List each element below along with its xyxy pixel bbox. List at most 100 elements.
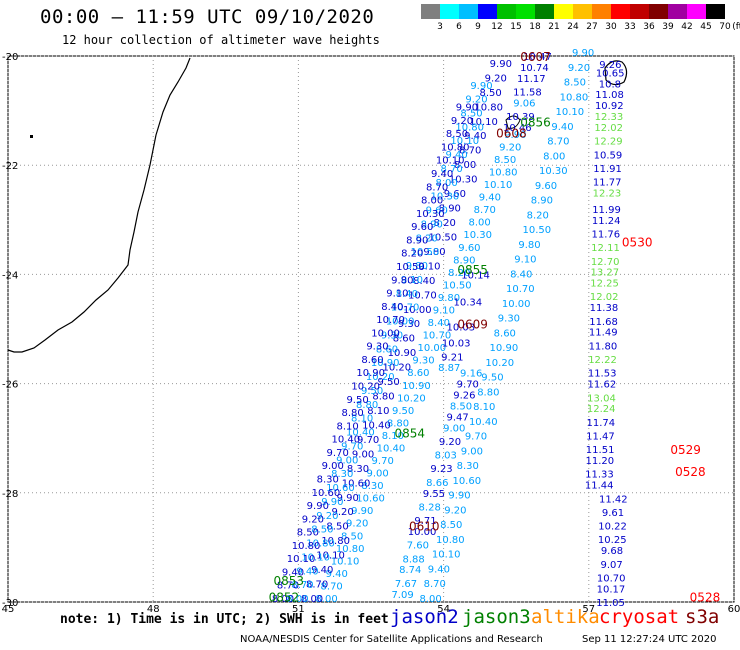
wave-height-value: 8.03: [435, 451, 457, 462]
track-value: 9.70: [327, 448, 349, 459]
track-value: 10.10: [469, 117, 498, 128]
track-value: 8.30: [331, 469, 353, 480]
track-value: 10.40: [332, 435, 361, 446]
wave-height-value: 11.91: [593, 164, 622, 175]
coastline-madagascar: [7, 57, 191, 353]
legend-swatch: [497, 4, 516, 19]
wave-height-value: 11.38: [590, 303, 619, 314]
wave-height-value: 12.22: [588, 355, 617, 366]
legend-swatch: [649, 4, 668, 19]
wave-height-value: 10.59: [594, 150, 623, 161]
track-value: 9.60: [411, 222, 433, 233]
track-value: 8.90: [439, 204, 461, 215]
track-value: 8.90: [453, 255, 475, 266]
track-value: 9.40: [551, 122, 573, 133]
track-value: 10.20: [397, 393, 426, 404]
track-value: 10.10: [450, 136, 479, 147]
wave-height-value: 10.17: [597, 584, 626, 595]
wave-height-value: 10.00: [408, 527, 437, 538]
wave-height-value: 9.71: [414, 516, 436, 527]
track-value: 8.50: [460, 109, 482, 120]
pass-time-label: 0855: [457, 263, 488, 277]
track-value: 8.20: [434, 218, 456, 229]
track-value: 9.20: [346, 519, 368, 530]
track-value: 8.70: [440, 164, 462, 175]
track-value: 8.00: [436, 178, 458, 189]
legend-label: 45: [700, 22, 712, 32]
wave-height-value: 9.16: [460, 369, 482, 380]
track-value: 8.70: [321, 581, 343, 592]
legend-label: 70: [719, 22, 731, 32]
track-value: 10.30: [416, 209, 445, 220]
footer-credit: NOAA/NESDIS Center for Satellite Applica…: [240, 634, 543, 645]
wave-height-value: 11.77: [593, 178, 622, 189]
wave-height-value: 7.09: [391, 590, 413, 601]
track-value: 9.60: [426, 206, 448, 217]
track-value: 8.70: [277, 581, 299, 592]
track-value: 9.10: [418, 261, 440, 272]
track-value: 9.90: [448, 491, 470, 502]
track-value: 10.20: [485, 358, 514, 369]
lat-tick-label: -20: [2, 52, 18, 63]
track-value: 8.60: [407, 368, 429, 379]
wave-height-value: 11.42: [599, 494, 628, 505]
wave-height-value: 9.61: [602, 508, 624, 519]
track-value: 9.00: [461, 446, 483, 457]
track-value: 8.60: [376, 344, 398, 355]
track-value: 8.00: [315, 594, 337, 605]
wave-height-value: 11.68: [589, 317, 618, 328]
map-grid: [7, 55, 735, 603]
track-value: 9.50: [377, 377, 399, 388]
wave-height-value: 10.8: [599, 79, 621, 90]
wave-height-value: 10.14: [461, 270, 490, 281]
wave-height-value: 10.39: [506, 112, 535, 123]
track-value: 10.80: [306, 539, 335, 550]
lon-tick-label: 60: [728, 604, 740, 615]
wave-height-value: 9.55: [423, 489, 445, 500]
track-value: 10.10: [484, 180, 513, 191]
legend-s3a: s3a: [685, 606, 720, 628]
wave-height-value: 9.47: [447, 412, 469, 423]
track-value: 8.50: [341, 531, 363, 542]
wave-height-value: 12.70: [591, 257, 620, 268]
wave-height-value: 12.11: [591, 243, 620, 254]
track-value: 10.80: [292, 541, 321, 552]
legend-label: 42: [681, 22, 693, 32]
track-value: 9.50: [361, 386, 383, 397]
lon-tick-label: 54: [437, 604, 450, 615]
track-value: 10.90: [371, 358, 400, 369]
pass-time-label: 0608: [496, 126, 527, 140]
track-value: 8.70: [306, 580, 328, 591]
wave-height-value: 9.06: [513, 98, 535, 109]
wave-height-value: 11.49: [589, 328, 618, 339]
track-value: 10.10: [432, 550, 461, 561]
wave-height-value: 10.74: [520, 63, 549, 74]
track-value: 10.10: [301, 552, 330, 563]
track-value: 9.40: [311, 565, 333, 576]
wave-height-value: 11.44: [585, 481, 614, 492]
wave-height-value: 10.22: [598, 522, 627, 533]
altimeter-tracks: 8.008.709.4010.1010.808.509.209.9010.608…: [272, 48, 594, 605]
track-value: 9.70: [357, 435, 379, 446]
track-value: 10.40: [469, 417, 498, 428]
track-value: 9.50: [392, 406, 414, 417]
legend-label: 6: [456, 22, 462, 32]
coastline-mauritius: [604, 60, 628, 86]
lon-tick-label: 45: [2, 604, 15, 615]
wave-height-value: 10.46: [503, 123, 532, 134]
track-value: 8.00: [421, 196, 443, 207]
pass-time-label: 0856: [520, 116, 551, 130]
track-value: 10.70: [423, 331, 452, 342]
wave-height-value: 10.65: [596, 68, 625, 79]
track-value: 10.60: [452, 476, 481, 487]
track-value: 9.30: [366, 342, 388, 353]
track-value: 8.60: [494, 328, 516, 339]
wave-height-value: 13.04: [587, 393, 616, 404]
track-value: 10.10: [555, 107, 584, 118]
track-value: 8.30: [347, 464, 369, 475]
track-value: 10.30: [463, 230, 492, 241]
track-value: 10.80: [441, 142, 470, 153]
track-value: 8.70: [424, 579, 446, 590]
track-value: 10.50: [523, 225, 552, 236]
